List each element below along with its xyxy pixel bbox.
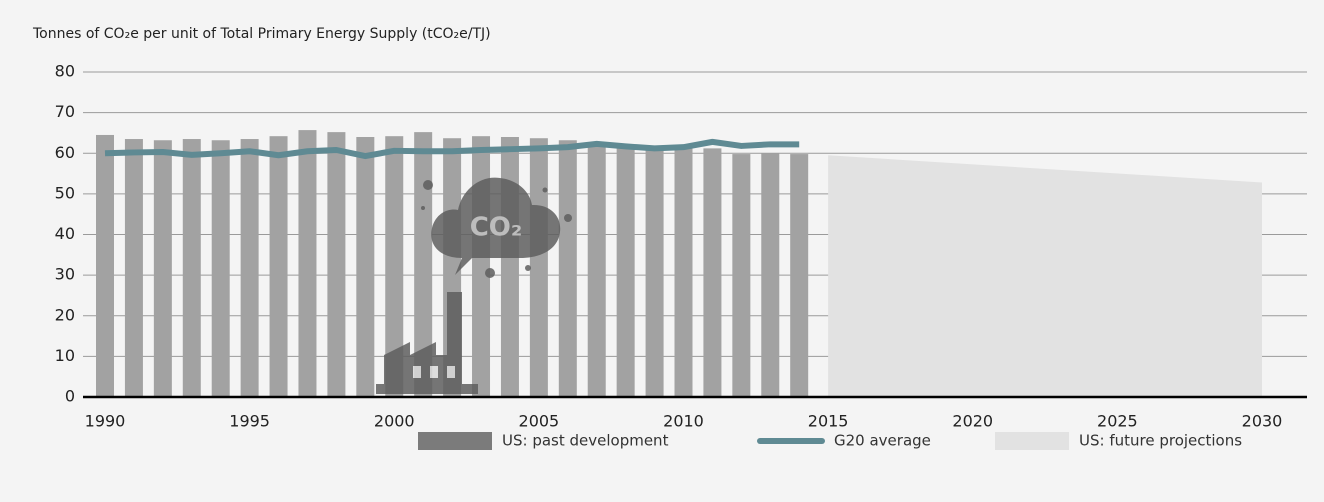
x-tick-label: 2020 xyxy=(952,412,993,431)
x-tick-label: 2005 xyxy=(519,412,560,431)
y-tick-label: 0 xyxy=(65,387,75,406)
annotation: CO₂ xyxy=(470,213,523,243)
bar xyxy=(154,140,172,397)
projection-area xyxy=(828,155,1262,397)
bar xyxy=(530,138,548,397)
bar xyxy=(646,150,664,397)
x-tick-label: 2015 xyxy=(808,412,849,431)
y-tick-label: 40 xyxy=(55,224,75,243)
x-tick-label: 2000 xyxy=(374,412,415,431)
y-tick-label: 70 xyxy=(55,102,75,121)
bar xyxy=(790,154,808,397)
bar xyxy=(270,136,288,397)
bar xyxy=(501,137,519,397)
bar xyxy=(241,139,259,397)
y-tick-label: 50 xyxy=(55,183,75,202)
x-tick-label: 2025 xyxy=(1097,412,1138,431)
bar xyxy=(588,143,606,397)
y-tick-label: 20 xyxy=(55,305,75,324)
bar xyxy=(675,148,693,397)
y-tick-label: 30 xyxy=(55,265,75,284)
bar xyxy=(559,140,577,397)
bar xyxy=(183,139,201,397)
x-tick-label: 1995 xyxy=(229,412,270,431)
y-tick-label: 60 xyxy=(55,143,75,162)
chart-title: Tonnes of CO₂e per unit of Total Primary… xyxy=(32,26,491,42)
bar xyxy=(96,135,114,397)
bar xyxy=(327,132,345,397)
bar xyxy=(617,147,635,397)
legend-label: US: future projections xyxy=(1079,432,1242,450)
y-tick-label: 10 xyxy=(55,346,75,365)
bar xyxy=(761,153,779,397)
legend-label: US: past development xyxy=(502,432,669,450)
x-tick-label: 2010 xyxy=(663,412,704,431)
bar xyxy=(732,154,750,397)
chart: Tonnes of CO₂e per unit of Total Primary… xyxy=(0,0,1324,502)
bar xyxy=(212,140,230,397)
bar xyxy=(356,137,374,397)
bar xyxy=(472,136,490,397)
legend-swatch xyxy=(418,432,492,450)
bar xyxy=(125,139,143,397)
legend-label: G20 average xyxy=(834,432,931,450)
bar xyxy=(703,148,721,397)
x-tick-label: 2030 xyxy=(1242,412,1283,431)
x-tick-label: 1990 xyxy=(85,412,126,431)
y-tick-label: 80 xyxy=(55,62,75,81)
legend-swatch xyxy=(995,432,1069,450)
bar xyxy=(298,130,316,397)
